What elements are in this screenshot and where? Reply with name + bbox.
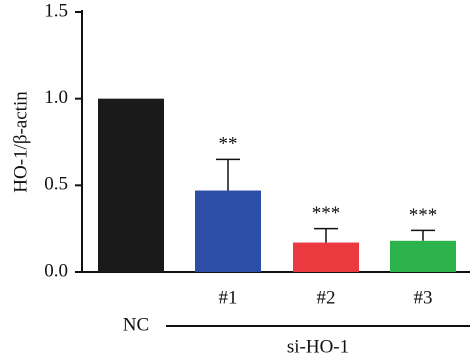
group-label: si-HO-1 [287, 336, 349, 357]
y-tick-label: 0.5 [44, 174, 68, 195]
y-tick-label: 0.0 [44, 260, 68, 281]
bar [195, 190, 261, 272]
y-tick-label: 1.0 [44, 87, 68, 108]
x-tick-label: NC [123, 314, 149, 335]
significance-label: *** [312, 203, 341, 224]
x-tick-label: #3 [414, 287, 433, 308]
bar [390, 240, 456, 272]
x-tick-label: #1 [219, 287, 238, 308]
bar [98, 98, 164, 273]
x-tick-label: #2 [317, 287, 336, 308]
bar [293, 242, 359, 272]
y-axis-label: HO-1/β-actin [10, 91, 31, 193]
significance-label: ** [219, 134, 238, 155]
significance-label: *** [409, 205, 438, 226]
y-tick-label: 1.5 [44, 0, 68, 21]
